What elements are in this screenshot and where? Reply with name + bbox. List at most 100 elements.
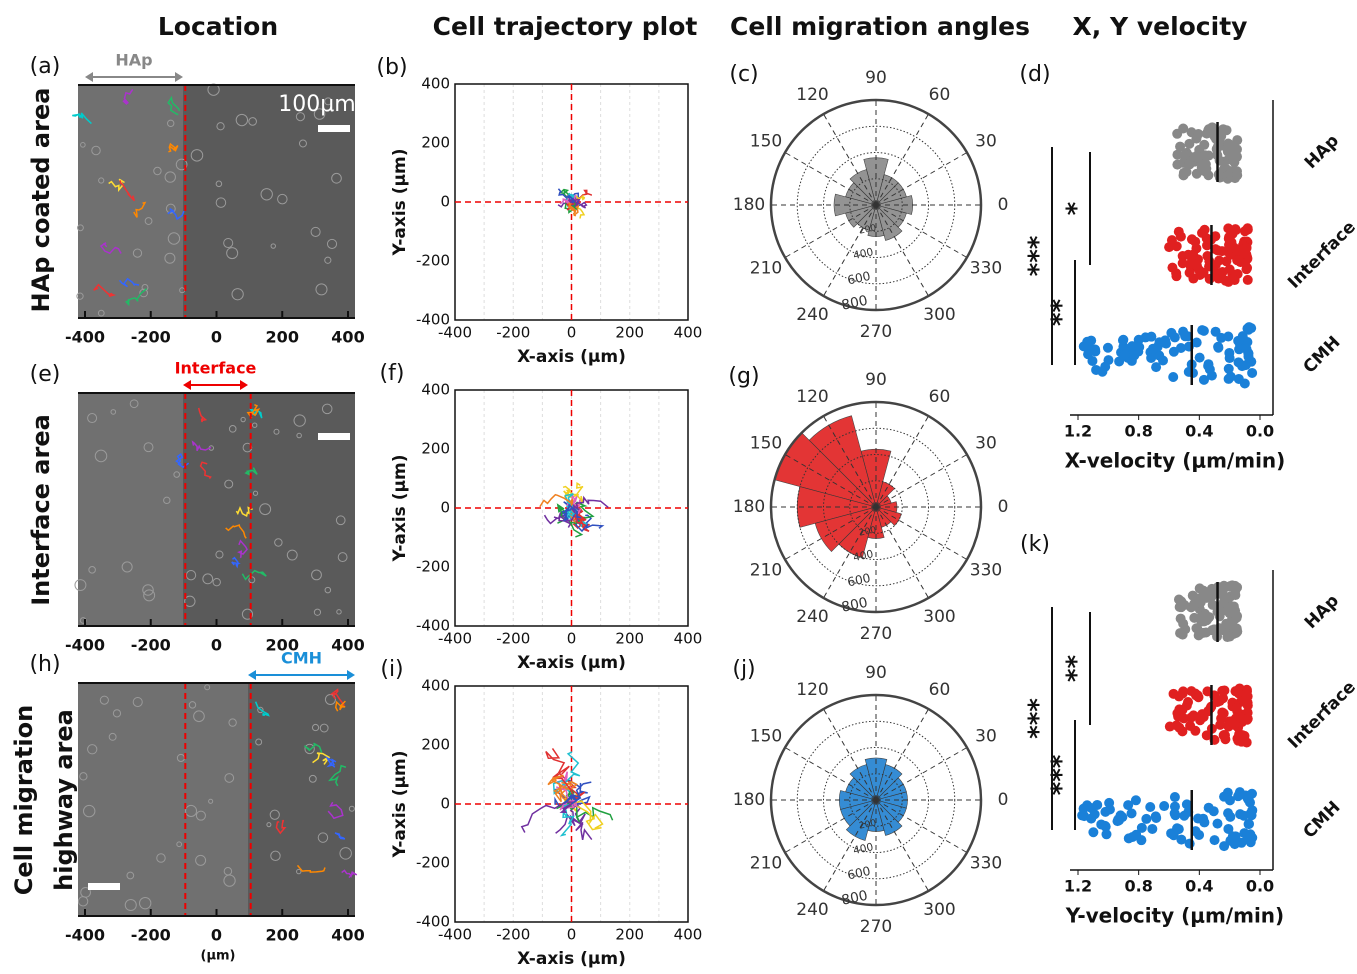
trajectory bbox=[334, 832, 346, 840]
cell bbox=[337, 552, 348, 563]
trajectory bbox=[561, 503, 582, 522]
label: 1.2 bbox=[1064, 422, 1092, 441]
label: 90 bbox=[865, 663, 887, 683]
cell-dot bbox=[1119, 349, 1130, 360]
trajectory bbox=[341, 869, 358, 879]
trajectory bbox=[557, 188, 576, 203]
cell-dot bbox=[1184, 159, 1195, 170]
cell bbox=[132, 697, 143, 708]
cell-dot bbox=[1242, 223, 1253, 234]
label: 800 bbox=[840, 595, 869, 616]
label: 200 bbox=[615, 630, 644, 648]
label: HAp bbox=[1301, 591, 1343, 633]
trajectory bbox=[555, 771, 574, 805]
cell-dot bbox=[1242, 274, 1253, 285]
cell bbox=[202, 573, 214, 585]
cell-dot bbox=[1245, 837, 1256, 848]
label: X-axis (μm) bbox=[517, 949, 626, 969]
cell-dot bbox=[1242, 700, 1253, 711]
cell-dot bbox=[1078, 341, 1089, 352]
cell bbox=[139, 288, 149, 298]
cell-dot bbox=[1083, 349, 1094, 360]
label: 240 bbox=[796, 305, 828, 325]
label: -200 bbox=[416, 252, 450, 270]
cell bbox=[224, 773, 235, 783]
label: Y-axis (μm) bbox=[390, 455, 410, 563]
cell bbox=[311, 569, 322, 581]
label: X-axis (μm) bbox=[517, 653, 626, 673]
cell-dot bbox=[1100, 821, 1111, 832]
cell-dot bbox=[1223, 233, 1234, 244]
cell bbox=[143, 589, 156, 602]
cell-dot bbox=[1230, 225, 1241, 236]
label: 180 bbox=[733, 497, 765, 517]
trajectory bbox=[241, 569, 267, 581]
cell bbox=[231, 288, 244, 301]
trajectory bbox=[327, 764, 347, 787]
label: -400 bbox=[438, 926, 472, 944]
cell-dot bbox=[1178, 123, 1189, 134]
label: 0.0 bbox=[1246, 422, 1274, 441]
cell-dot bbox=[1181, 799, 1192, 810]
label: (c) bbox=[729, 62, 758, 87]
trajectory bbox=[167, 95, 181, 116]
label: -400 bbox=[438, 630, 472, 648]
cell-dot bbox=[1177, 258, 1188, 269]
label: 400 bbox=[421, 381, 450, 399]
label: 200 bbox=[421, 736, 450, 754]
cell bbox=[132, 248, 143, 258]
cell bbox=[321, 403, 333, 415]
cell bbox=[80, 142, 86, 148]
label: CMH bbox=[1300, 333, 1345, 378]
cell-dot bbox=[1223, 823, 1234, 834]
cell-dot bbox=[1130, 795, 1141, 806]
cell-dot bbox=[1201, 163, 1212, 174]
cell bbox=[185, 804, 198, 817]
cell-dot bbox=[1151, 362, 1162, 373]
cell-dot bbox=[1229, 839, 1240, 850]
cell bbox=[173, 471, 181, 478]
cell bbox=[98, 177, 105, 184]
cell-dot bbox=[1233, 688, 1244, 699]
trajectory bbox=[547, 774, 573, 805]
cell bbox=[242, 442, 253, 453]
cell bbox=[273, 428, 280, 435]
cell-dot bbox=[1158, 355, 1169, 366]
trajectory bbox=[99, 242, 122, 255]
cell bbox=[124, 898, 137, 912]
cell bbox=[310, 226, 321, 237]
label: 90 bbox=[865, 370, 887, 390]
cell-dot bbox=[1178, 713, 1189, 724]
trajectory bbox=[168, 142, 179, 153]
cell-dot bbox=[1172, 823, 1183, 834]
label: highway area bbox=[50, 709, 78, 891]
trajectory bbox=[237, 539, 248, 559]
cell bbox=[324, 256, 332, 264]
cell-dot bbox=[1230, 590, 1241, 601]
cell-dot bbox=[1123, 800, 1134, 811]
trajectory bbox=[275, 819, 287, 835]
label: -400 bbox=[416, 311, 450, 329]
label: 120 bbox=[796, 387, 828, 407]
cell-dot bbox=[1246, 788, 1257, 799]
label: 1.2 bbox=[1064, 877, 1092, 896]
ring bbox=[849, 480, 903, 534]
ring bbox=[823, 747, 929, 853]
label: (k) bbox=[1020, 532, 1050, 557]
label: -400 bbox=[65, 926, 105, 945]
label: 400 bbox=[852, 246, 875, 262]
cell bbox=[97, 309, 105, 317]
label: 400 bbox=[331, 328, 364, 347]
label: 0 bbox=[998, 497, 1009, 517]
trajectory bbox=[312, 752, 331, 765]
label: 120 bbox=[796, 85, 828, 105]
cell-dot bbox=[1160, 335, 1171, 346]
outer-ring bbox=[769, 98, 983, 312]
trajectory bbox=[93, 283, 117, 297]
label: 600 bbox=[846, 269, 872, 288]
cell-dot bbox=[1169, 792, 1180, 803]
cell-dot bbox=[1171, 720, 1182, 731]
trajectory bbox=[562, 485, 579, 509]
cell-dot bbox=[1175, 141, 1186, 152]
